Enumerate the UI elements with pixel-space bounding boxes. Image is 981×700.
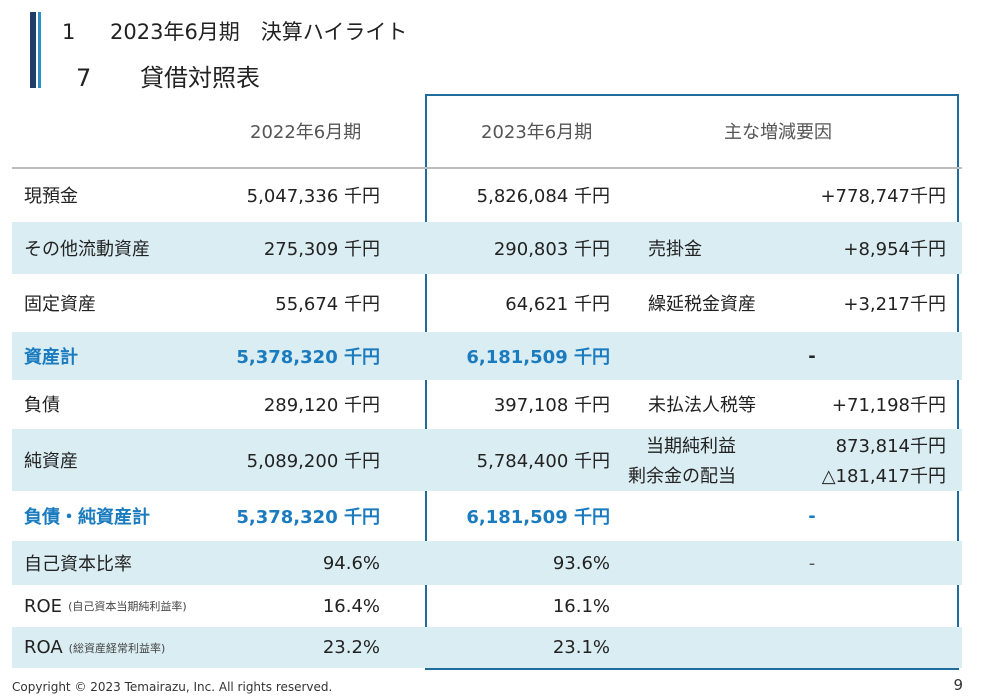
- table-row-other-current-assets: その他流動資産 275,309 千円 290,803 千円 売掛金 +8,954…: [12, 222, 962, 274]
- row-label: 負債・純資産計: [24, 507, 150, 528]
- table-row-equity-ratio: 自己資本比率 94.6% 93.6% -: [12, 541, 962, 585]
- change-amounts: 873,814千円 △181,417千円: [822, 429, 946, 491]
- change-amount: 873,814千円: [835, 436, 946, 457]
- title-accent-bar-dark: [30, 12, 36, 88]
- change-factor: 剰余金の配当: [628, 466, 736, 487]
- title-accent-bar-light: [38, 12, 41, 88]
- value-2022: 5,378,320 千円: [236, 507, 380, 528]
- change-amount: +8,954千円: [843, 239, 946, 260]
- page-title-number: 7: [76, 64, 92, 92]
- current-period-highlight-box: [425, 94, 959, 670]
- value-2022: 5,089,200 千円: [246, 451, 380, 472]
- value-2022: 275,309 千円: [263, 239, 380, 260]
- value-2023: 5,826,084 千円: [476, 186, 610, 207]
- change-amount: △181,417千円: [821, 466, 946, 487]
- value-2023: 93.6%: [552, 552, 610, 574]
- column-header-2023: 2023年6月期: [481, 122, 593, 143]
- value-2023: 6,181,509 千円: [466, 507, 610, 528]
- page-title: 7 貸借対照表: [76, 58, 260, 93]
- table-row-roe: ROE (自己資本当期純利益率) 16.4% 16.1%: [12, 586, 962, 626]
- row-label-text: ROE: [24, 595, 63, 617]
- change-factor: 未払法人税等: [648, 395, 756, 416]
- value-2022: 5,378,320 千円: [236, 347, 380, 368]
- value-2023: 290,803 千円: [493, 239, 610, 260]
- value-2022: 16.4%: [322, 595, 380, 617]
- value-2022: 289,120 千円: [263, 395, 380, 416]
- table-row-liabilities: 負債 289,120 千円 397,108 千円 未払法人税等 +71,198千…: [12, 381, 962, 427]
- row-label: ROE (自己資本当期純利益率): [24, 586, 187, 626]
- section-title: 2023年6月期 決算ハイライト: [110, 20, 408, 44]
- table-row-fixed-assets: 固定資産 55,674 千円 64,621 千円 繰延税金資産 +3,217千円: [12, 276, 962, 330]
- column-header-factors: 主な増減要因: [724, 122, 832, 143]
- row-sublabel: (自己資本当期純利益率): [68, 600, 187, 613]
- header-divider: [12, 167, 962, 169]
- row-label: 純資産: [24, 451, 78, 472]
- no-change-dash: -: [808, 345, 816, 367]
- page-number: 9: [953, 676, 963, 694]
- table-row-total-assets: 資産計 5,378,320 千円 6,181,509 千円 -: [12, 332, 962, 380]
- row-label: 負債: [24, 395, 60, 416]
- value-2023: 64,621 千円: [505, 294, 610, 315]
- value-2022: 94.6%: [322, 552, 380, 574]
- no-change-dash: -: [808, 505, 816, 527]
- change-factor: 繰延税金資産: [648, 294, 756, 315]
- value-2023: 397,108 千円: [493, 395, 610, 416]
- table-row-cash: 現預金 5,047,336 千円 5,826,084 千円 +778,747千円: [12, 169, 962, 221]
- row-label: ROA (総資産経常利益率): [24, 627, 165, 668]
- section-heading: 1 2023年6月期 決算ハイライト: [62, 16, 407, 46]
- row-sublabel: (総資産経常利益率): [68, 641, 166, 655]
- row-label-text: ROA: [24, 637, 63, 658]
- no-change-dash: -: [808, 552, 816, 574]
- change-amount: +71,198千円: [831, 395, 946, 416]
- change-factor: 売掛金: [648, 239, 702, 260]
- section-number: 1: [62, 20, 76, 44]
- change-factor: 当期純利益: [646, 436, 736, 457]
- table-row-roa: ROA (総資産経常利益率) 23.2% 23.1%: [12, 627, 962, 668]
- table-row-net-assets: 純資産 5,089,200 千円 5,784,400 千円 当期純利益 剰余金の…: [12, 429, 962, 491]
- value-2022: 23.2%: [322, 637, 380, 658]
- change-factors: 当期純利益 剰余金の配当: [628, 429, 736, 491]
- value-2022: 5,047,336 千円: [246, 186, 380, 207]
- value-2023: 6,181,509 千円: [466, 347, 610, 368]
- column-header-2022: 2022年6月期: [250, 122, 362, 143]
- row-label: 固定資産: [24, 294, 96, 315]
- value-2022: 55,674 千円: [275, 294, 380, 315]
- change-amount: +778,747千円: [820, 186, 946, 207]
- table-row-total-liabilities-net-assets: 負債・純資産計 5,378,320 千円 6,181,509 千円 -: [12, 492, 962, 540]
- value-2023: 5,784,400 千円: [476, 451, 610, 472]
- row-label: その他流動資産: [24, 239, 150, 260]
- copyright-notice: Copyright © 2023 Temairazu, Inc. All rig…: [12, 680, 333, 694]
- value-2023: 16.1%: [552, 595, 610, 617]
- row-label: 自己資本比率: [24, 554, 132, 575]
- row-label: 資産計: [24, 347, 78, 368]
- value-2023: 23.1%: [552, 637, 610, 658]
- page-title-text: 貸借対照表: [140, 64, 260, 92]
- row-label: 現預金: [24, 186, 78, 207]
- change-amount: +3,217千円: [843, 294, 946, 315]
